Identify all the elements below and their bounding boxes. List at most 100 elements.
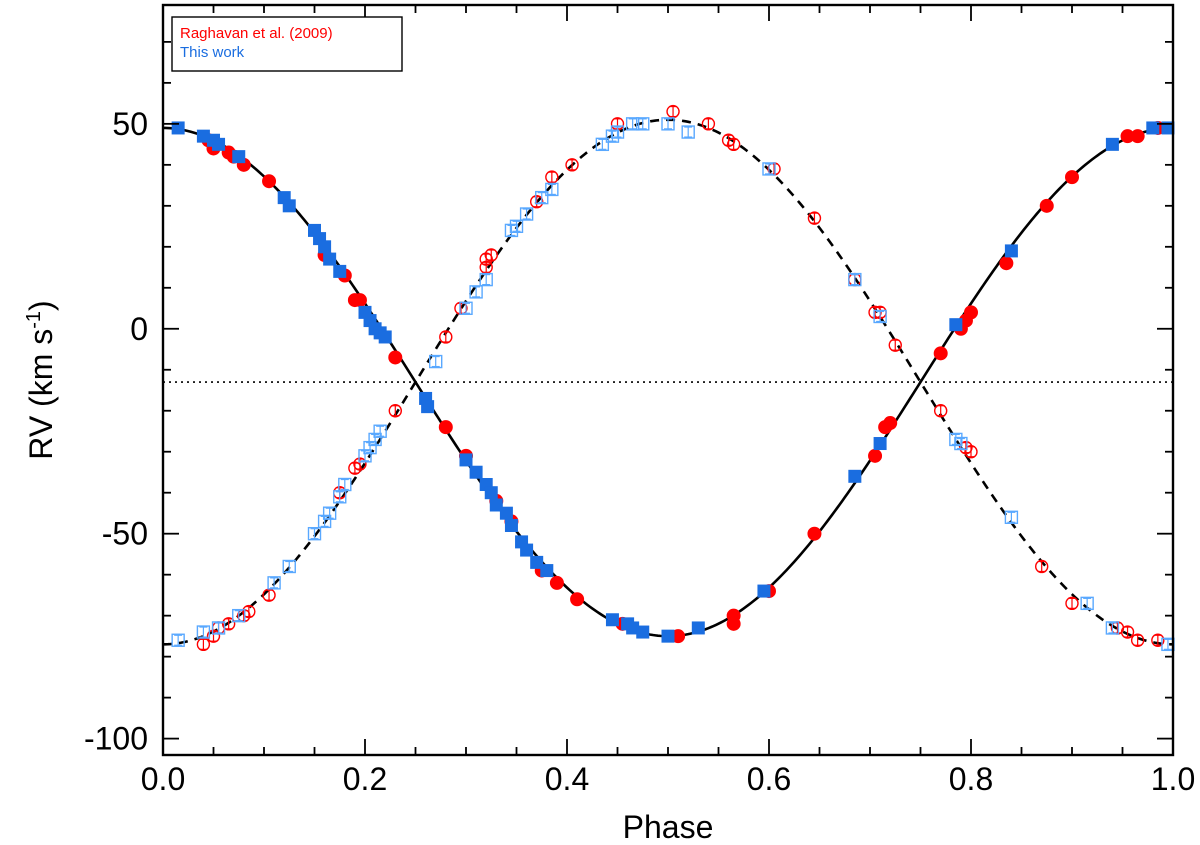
data-point (933, 346, 948, 361)
data-point (1039, 198, 1054, 213)
data-point (625, 117, 640, 131)
data-point (762, 162, 776, 176)
data-point (378, 330, 392, 344)
data-point (964, 305, 978, 320)
data-point (338, 477, 352, 492)
data-point (661, 117, 675, 131)
x-tick-label: 0.2 (343, 761, 387, 797)
data-point (1004, 244, 1018, 258)
data-point (504, 518, 518, 532)
data-point (605, 613, 619, 627)
data-point (459, 453, 473, 467)
data-point (807, 526, 822, 541)
data-point (661, 629, 675, 643)
data-point (353, 457, 367, 471)
data-point (636, 117, 650, 131)
data-point (171, 633, 185, 647)
data-point (545, 182, 559, 197)
data-point (196, 637, 211, 652)
data-point (1130, 129, 1145, 144)
data-point (1151, 633, 1165, 647)
x-tick-label: 1.0 (1151, 761, 1195, 797)
data-point (530, 195, 544, 209)
y-tick-label: 50 (112, 106, 148, 142)
data-point (421, 400, 435, 414)
data-point (570, 592, 585, 607)
x-tick-label: 0.8 (949, 761, 993, 797)
data-point (519, 207, 534, 221)
legend: Raghavan et al. (2009) This work (171, 16, 403, 72)
data-point (610, 125, 625, 139)
data-point (479, 272, 493, 287)
data-point (605, 129, 620, 143)
data-point (726, 137, 741, 152)
data-point (439, 330, 453, 344)
data-point (318, 240, 332, 254)
data-point (352, 293, 367, 308)
data-point (317, 514, 332, 529)
data-point (358, 449, 372, 463)
data-point (1130, 633, 1145, 647)
data-point (949, 432, 963, 447)
y-tick-label: -50 (102, 516, 148, 552)
data-point (934, 404, 948, 418)
data-point (242, 604, 256, 619)
data-point (701, 117, 716, 131)
data-point (1105, 621, 1120, 635)
data-point (535, 190, 549, 205)
data-point (691, 621, 705, 635)
data-point (388, 350, 403, 365)
data-point (595, 137, 610, 152)
data-points (171, 104, 1175, 652)
data-point (954, 436, 968, 451)
data-point (964, 445, 978, 459)
data-point (530, 555, 544, 569)
data-point (1065, 170, 1079, 185)
data-point (282, 199, 296, 213)
data-point (540, 564, 554, 578)
x-tick-label: 0.6 (747, 761, 791, 797)
data-point (681, 125, 695, 139)
data-point (666, 104, 680, 119)
data-point (322, 506, 337, 520)
data-point (883, 416, 898, 431)
data-point (1120, 625, 1135, 639)
data-point (484, 248, 498, 262)
data-point (1105, 137, 1119, 151)
data-point (469, 285, 483, 299)
data-point (565, 158, 579, 172)
legend-entry: This work (180, 44, 245, 61)
data-point (232, 608, 246, 623)
data-point (504, 223, 519, 238)
x-axis-title: Phase (623, 809, 714, 845)
data-point (388, 404, 402, 418)
data-point (368, 432, 382, 447)
data-point (873, 309, 887, 324)
data-point (873, 437, 887, 451)
data-point (671, 629, 686, 644)
axes: 0.0 0.2 0.4 0.6 0.8 1.0 -100 -50 0 50 Phase RV (km … (23, 3, 1195, 845)
data-point (469, 465, 483, 479)
data-point (757, 584, 771, 598)
data-point (868, 448, 883, 463)
y-tick-label: 0 (130, 311, 148, 347)
data-point (545, 170, 559, 184)
data-point (221, 617, 236, 631)
data-point (323, 252, 337, 266)
y-axis-title: RV (km s-1) (23, 300, 59, 459)
data-point (454, 301, 468, 315)
data-point (949, 318, 963, 332)
data-point (807, 211, 822, 225)
data-point (196, 625, 211, 639)
data-point (267, 576, 281, 590)
data-point (211, 621, 226, 635)
data-point (1034, 559, 1049, 574)
data-point (489, 498, 503, 512)
data-point (1146, 121, 1160, 135)
data-point (262, 174, 277, 189)
y-tick-label: -100 (84, 721, 148, 757)
legend-entry: Raghavan et al. (2009) (180, 25, 333, 42)
data-point (626, 621, 640, 635)
data-point (520, 543, 534, 557)
